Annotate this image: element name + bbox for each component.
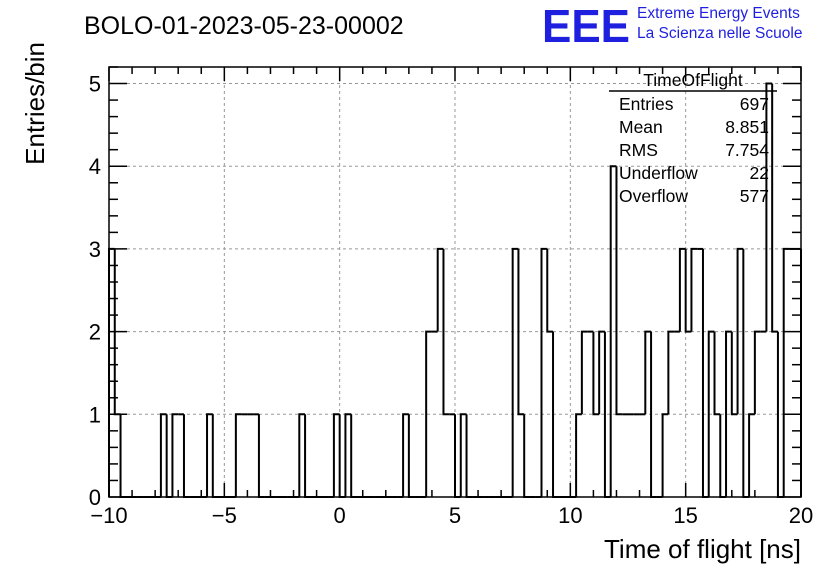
- histogram-bin: [725, 330, 732, 497]
- histogram-bin: [661, 413, 669, 497]
- x-tick-label: 5: [449, 503, 461, 528]
- histogram-bin: [459, 413, 467, 497]
- histogram-bin: [511, 247, 519, 497]
- y-tick-label: 1: [89, 402, 101, 427]
- histogram-bin: [707, 330, 715, 497]
- stats-box: TimeOfFlight Entries 697 Mean 8.851 RMS …: [609, 70, 777, 206]
- histogram-bin: [667, 330, 675, 415]
- histogram-bin: [234, 413, 242, 497]
- x-tick-label: 0: [334, 503, 346, 528]
- histogram-bin: [771, 83, 778, 333]
- histogram-bin: [736, 247, 744, 415]
- histogram-bin: [517, 248, 525, 416]
- histogram-bin: [598, 330, 605, 415]
- y-tick-label: 5: [89, 72, 101, 97]
- logo-mark: EEE: [542, 0, 630, 52]
- histogram-bin: [684, 248, 692, 333]
- histogram-bin: [713, 331, 721, 416]
- logo-line2: La Scienza nelle Scuole: [637, 25, 802, 42]
- x-axis-label: Time of flight [ns]: [604, 534, 801, 564]
- stats-label-rms: RMS: [619, 140, 658, 160]
- stats-value-overflow: 577: [740, 186, 769, 206]
- y-tick-label: 4: [89, 154, 101, 179]
- y-tick-label: 3: [89, 237, 101, 262]
- histogram-bin: [540, 247, 548, 497]
- histogram-bin: [592, 331, 600, 416]
- stats-label-mean: Mean: [619, 117, 663, 137]
- histogram-bin: [644, 330, 652, 415]
- histogram-bin: [609, 165, 617, 497]
- histogram-bin: [206, 413, 213, 497]
- x-tick-label: −10: [90, 503, 127, 528]
- histogram-bin: [765, 82, 773, 332]
- stats-value-underflow: 22: [750, 163, 769, 183]
- stats-label-entries: Entries: [619, 94, 674, 114]
- stats-box-title: TimeOfFlight: [643, 70, 743, 90]
- histogram-bin: [344, 413, 352, 497]
- histogram-bin: [298, 413, 306, 497]
- histogram-bin: [442, 248, 450, 416]
- x-tick-label: −5: [212, 503, 237, 528]
- y-axis-label: Entries/bin: [20, 42, 50, 165]
- histogram-bin: [159, 413, 167, 497]
- x-tick-label: 10: [558, 503, 582, 528]
- eee-logo: EEE Extreme Energy Events La Scienza nel…: [542, 0, 802, 52]
- stats-value-rms: 7.754: [725, 140, 769, 160]
- histogram-bin: [425, 330, 432, 497]
- histogram-bin: [678, 247, 686, 332]
- histogram-bin: [402, 413, 409, 497]
- histogram-bin: [575, 413, 582, 497]
- x-tick-label: 20: [789, 503, 813, 528]
- histogram-bin: [615, 166, 623, 416]
- histogram-bin: [171, 413, 179, 497]
- x-tick-label: 15: [673, 503, 697, 528]
- histogram-bin: [690, 247, 698, 332]
- stats-value-mean: 8.851: [725, 117, 769, 137]
- histogram-bin: [748, 413, 755, 497]
- chart-title: BOLO-01-2023-05-23-00002: [84, 12, 404, 40]
- stats-value-entries: 697: [740, 94, 769, 114]
- logo-line1: Extreme Energy Events: [637, 5, 800, 22]
- histogram-bin: [580, 330, 588, 415]
- y-tick-label: 0: [89, 485, 101, 510]
- histogram-bin: [436, 247, 444, 332]
- histogram-bin: [730, 331, 738, 416]
- stats-label-overflow: Overflow: [619, 186, 688, 206]
- histogram-bin: [546, 248, 554, 333]
- stats-label-underflow: Underflow: [619, 163, 698, 183]
- histogram-bin: [332, 413, 340, 497]
- histogram-bin: [753, 330, 761, 415]
- y-tick-label: 2: [89, 320, 101, 345]
- axes: −10 −5 0 5 10 15 20 0 1 2 3 4 5: [89, 66, 813, 528]
